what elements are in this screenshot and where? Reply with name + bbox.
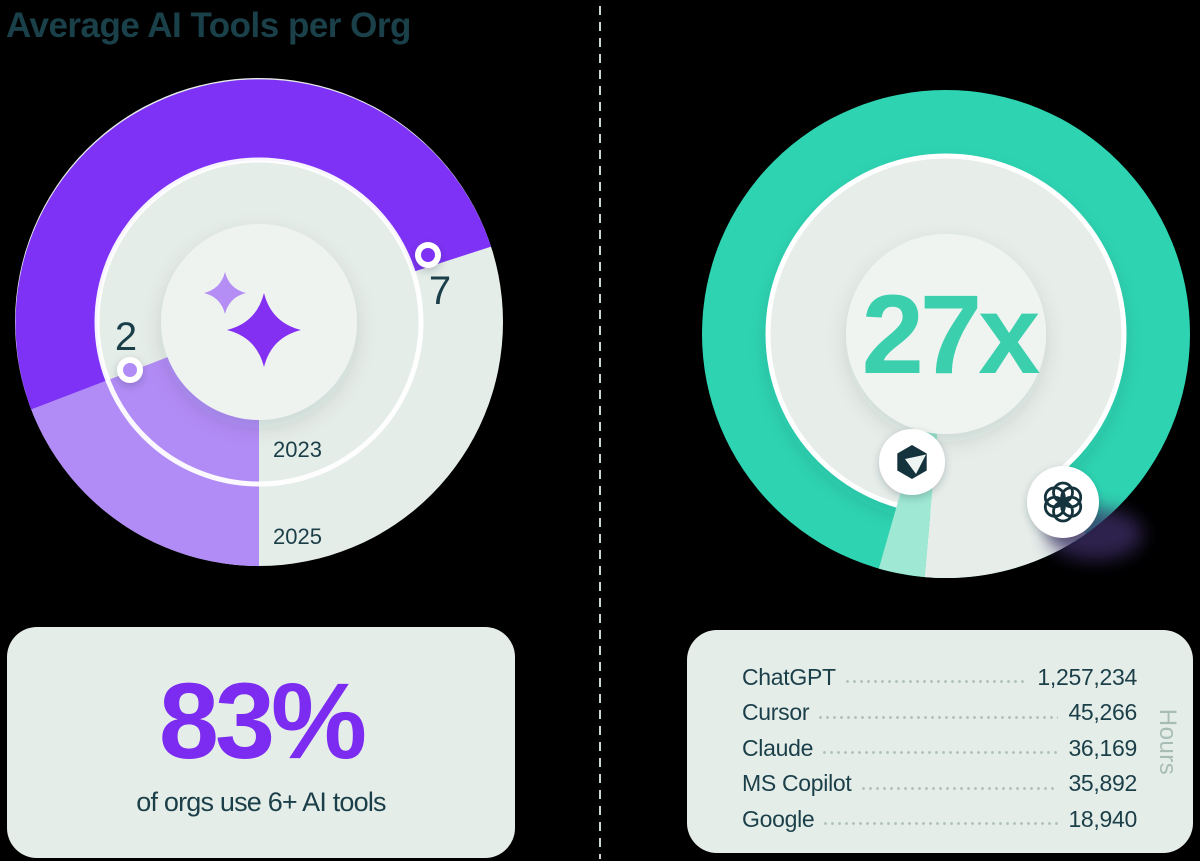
tool-hours: 1,257,234 <box>1037 663 1137 690</box>
tool-hours: 36,169 <box>1068 734 1137 761</box>
tool-label: MS Copilot <box>742 770 852 797</box>
table-row: ChatGPT 1,257,234 <box>742 655 1137 690</box>
value-2025: 7 <box>429 269 451 313</box>
marker-dot-2023 <box>117 357 143 383</box>
cursor-badge <box>879 429 945 495</box>
tool-label: Google <box>742 805 815 832</box>
table-row: MS Copilot 35,892 <box>742 761 1137 796</box>
table-row: Cursor 45,266 <box>742 690 1137 725</box>
tool-label: Claude <box>742 734 814 761</box>
sparkle-large-icon <box>227 293 301 367</box>
chatgpt-badge <box>1027 466 1099 538</box>
usage-hours-donut-chart: 27x <box>702 90 1190 579</box>
segment-2025 <box>15 79 492 410</box>
dotted-leader <box>861 786 1059 790</box>
donut-center-circle <box>846 234 1046 434</box>
tool-hours: 45,266 <box>1068 699 1137 726</box>
label-2023: 2023 <box>273 437 322 462</box>
dotted-leader <box>823 751 1059 755</box>
label-2025: 2025 <box>273 524 322 549</box>
stat-caption: of orgs use 6+ AI tools <box>136 787 386 817</box>
stat-value: 83% <box>158 660 367 781</box>
openai-logo-icon <box>1043 481 1083 523</box>
avg-ai-tools-donut-chart: 2023 2025 2 7 <box>15 78 503 566</box>
tool-label: Cursor <box>742 699 810 726</box>
hours-table-card: ChatGPT 1,257,234 Cursor 45,266 Claude 3… <box>687 630 1193 853</box>
tool-hours: 18,940 <box>1068 805 1137 832</box>
dotted-leader <box>819 715 1059 719</box>
table-row: Claude 36,169 <box>742 726 1137 761</box>
table-row: Google 18,940 <box>742 797 1137 832</box>
page-title: Average AI Tools per Org <box>6 6 411 45</box>
inner-ring-outline <box>94 157 424 487</box>
dotted-leader <box>845 680 1028 684</box>
tool-hours: 35,892 <box>1068 770 1137 797</box>
marker-core <box>421 248 435 262</box>
center-stat: 27x <box>862 272 1041 397</box>
cursor-cube-icon <box>897 445 927 479</box>
value-2023: 2 <box>115 315 137 359</box>
dotted-leader <box>824 821 1059 825</box>
vertical-dashed-divider <box>599 6 601 859</box>
tool-label: ChatGPT <box>742 663 836 690</box>
stat-card-orgs: 83% of orgs use 6+ AI tools <box>7 627 515 858</box>
marker-core <box>123 363 137 377</box>
sparkle-small-icon <box>204 272 246 314</box>
hours-unit-label: Hours <box>1154 708 1181 775</box>
marker-dot-2025 <box>415 242 441 268</box>
